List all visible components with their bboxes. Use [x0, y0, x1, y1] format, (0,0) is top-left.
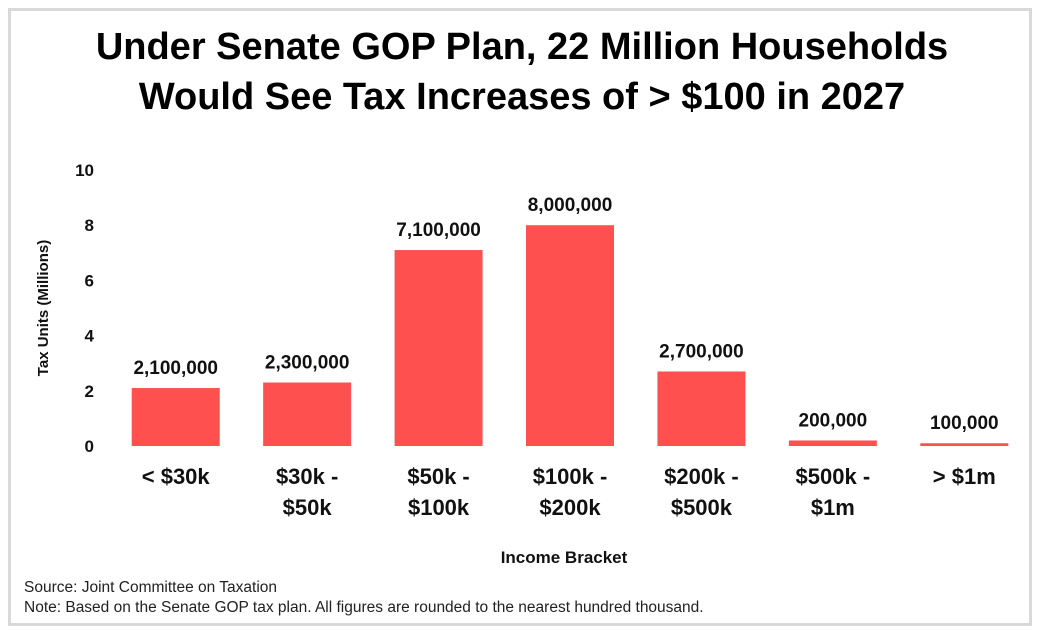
chart-frame [8, 8, 1032, 626]
y-tick-label: 8 [85, 216, 94, 235]
x-tick-label: $30k - [276, 464, 338, 489]
chart-title: Under Senate GOP Plan, 22 Million Househ… [0, 22, 1044, 122]
x-tick-label: $200k [539, 495, 601, 520]
x-tick-label: $50k [283, 495, 333, 520]
chart-title-line-2: Would See Tax Increases of > $100 in 202… [138, 76, 906, 118]
x-tick-label: > $1m [933, 464, 996, 489]
bar [920, 443, 1009, 446]
x-tick-label: $100k - [533, 464, 608, 489]
source-text: Source: Joint Committee on Taxation [24, 579, 278, 596]
y-tick-label: 10 [75, 161, 94, 180]
data-label: 2,700,000 [659, 341, 744, 362]
bar [657, 371, 746, 446]
data-label: 100,000 [930, 413, 999, 434]
bar [131, 388, 220, 446]
x-tick-label: $1m [811, 495, 855, 520]
bar [526, 225, 614, 446]
bar [394, 250, 483, 446]
y-axis-label: Tax Units (Millions) [35, 240, 52, 376]
source-notes: Source: Joint Committee on Taxation Note… [24, 578, 704, 618]
x-tick-label: $50k - [407, 464, 469, 489]
x-axis-label: Income Bracket [501, 548, 628, 567]
x-tick-label: $200k - [664, 464, 739, 489]
note-text: Note: Based on the Senate GOP tax plan. … [24, 599, 704, 616]
y-tick-label: 2 [85, 382, 94, 401]
data-label: 2,100,000 [133, 358, 218, 379]
bar [788, 440, 877, 446]
chart-title-line-1: Under Senate GOP Plan, 22 Million Househ… [95, 26, 949, 68]
x-tick-label: < $30k [142, 464, 211, 489]
data-label: 2,300,000 [265, 353, 350, 374]
bar [263, 382, 352, 446]
y-tick-label: 6 [85, 271, 94, 290]
y-tick-label: 4 [85, 327, 95, 346]
x-tick-label: $100k [408, 495, 470, 520]
x-tick-label: $500k [671, 495, 733, 520]
data-label: 7,100,000 [396, 220, 481, 241]
y-tick-label: 0 [85, 437, 94, 456]
data-label: 200,000 [799, 410, 868, 431]
x-tick-label: $500k - [796, 464, 871, 489]
data-label: 8,000,000 [528, 195, 613, 216]
